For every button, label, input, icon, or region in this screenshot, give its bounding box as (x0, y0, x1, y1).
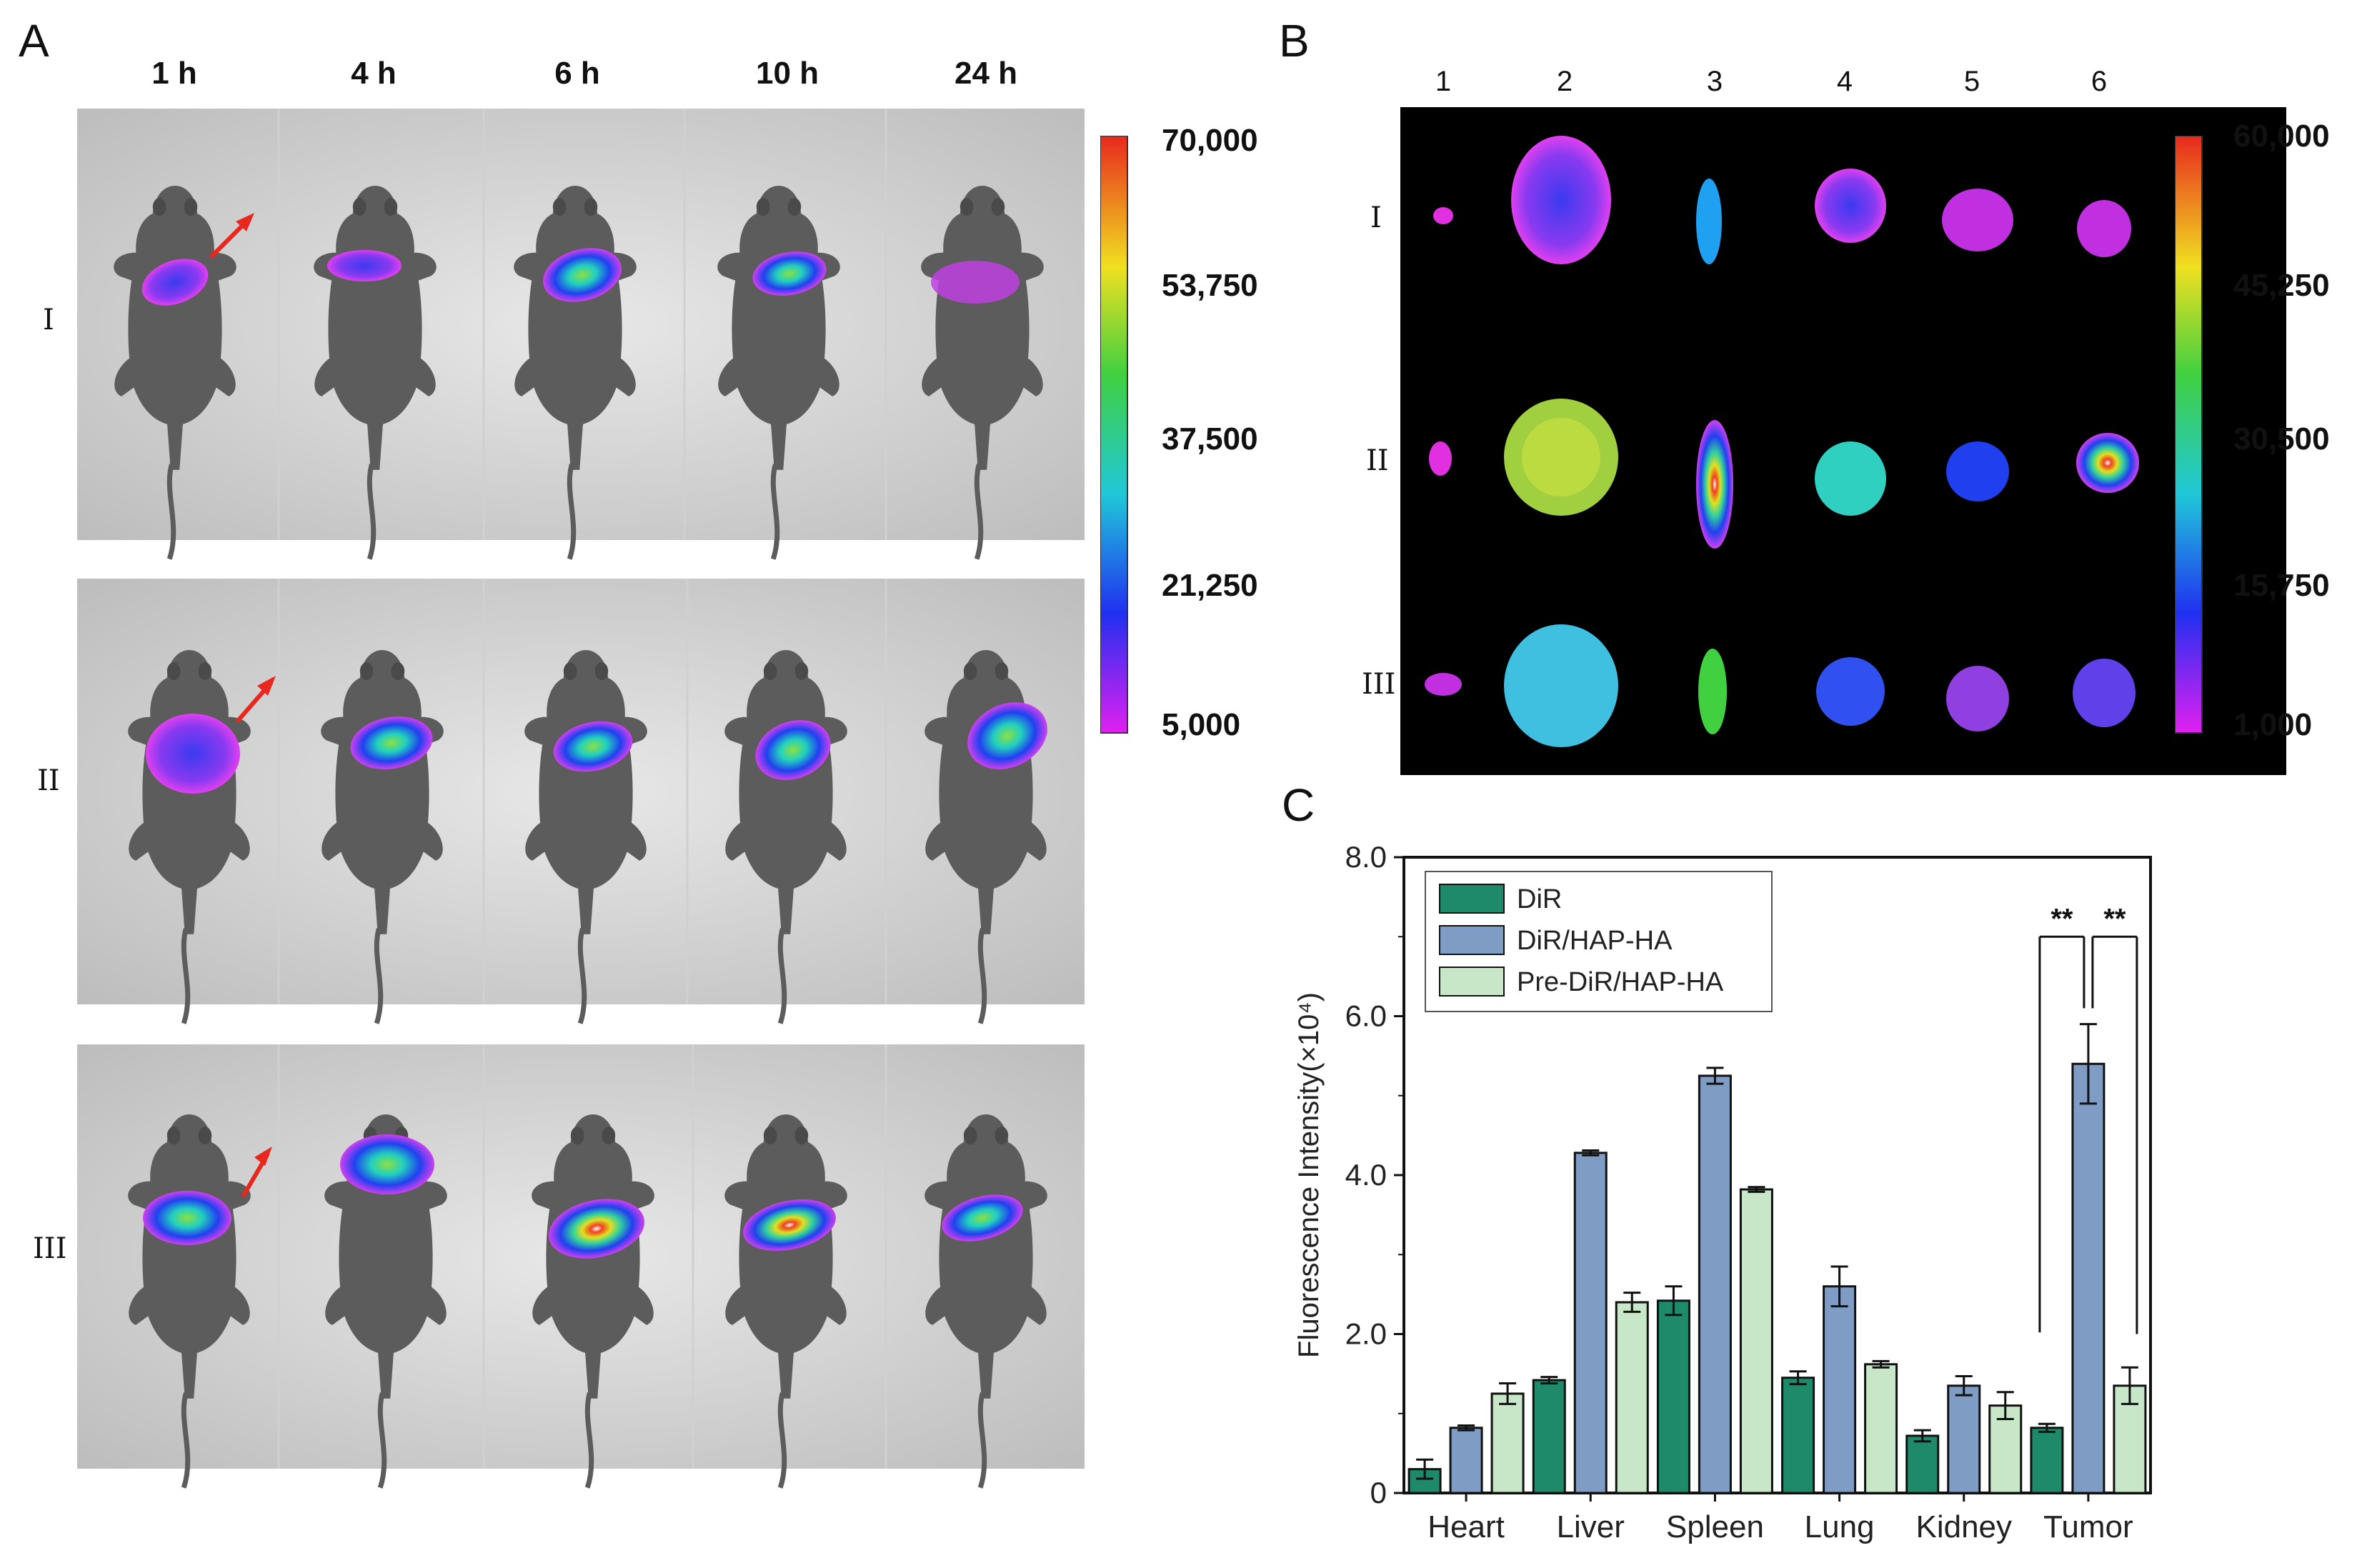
bar-dir-spleen (1656, 1299, 1690, 1494)
legend-label: Pre-DiR/HAP-HA (1517, 967, 1724, 997)
bar-dir-hap-ha-liver (1573, 1152, 1608, 1494)
organ-number-6: 6 (2091, 66, 2108, 97)
y-tick-label: 2.0 (1345, 1317, 1387, 1351)
colorbar-b-tick-4: 1,000 (2233, 707, 2313, 742)
x-tick-label: Kidney (1915, 1509, 2012, 1544)
colorbar-a-tick-3: 21,250 (1162, 568, 1258, 603)
legend-swatch (1439, 884, 1505, 914)
legend-label: DiR/HAP-HA (1517, 926, 1673, 956)
time-label-4h: 4 h (351, 56, 397, 91)
panel-a-row-label-ii: II (37, 764, 60, 797)
organ-number-2: 2 (1556, 66, 1573, 97)
panel-b-row-label-i: I (1370, 201, 1382, 234)
colorbar-a (1100, 136, 1128, 734)
bar-pre-dir-hap-ha-liver (1615, 1301, 1649, 1494)
bar-dir-hap-ha-heart (1449, 1427, 1483, 1494)
colorbar-a-tick-2: 37,500 (1162, 421, 1258, 456)
x-tick-label: Liver (1557, 1509, 1625, 1544)
colorbar-a-tick-1: 53,750 (1162, 268, 1258, 303)
panel-a-row-label-iii: III (33, 1232, 67, 1265)
colorbar-b (2175, 136, 2203, 734)
bar-dir-hap-ha-lung (1823, 1285, 1857, 1494)
row-iii-images (77, 1044, 1085, 1488)
legend-swatch (1439, 925, 1505, 955)
bar-pre-dir-hap-ha-spleen (1739, 1188, 1773, 1494)
bar-dir-liver (1532, 1379, 1566, 1494)
organ-number-4: 4 (1836, 66, 1853, 97)
bar-dir-lung (1781, 1377, 1815, 1494)
colorbar-b-tick-3: 15,750 (2233, 568, 2330, 603)
mouse-imaging-grid (77, 109, 1085, 1500)
legend-label: DiR (1517, 884, 1562, 914)
colorbar-b-tick-2: 30,500 (2233, 421, 2330, 456)
panel-a-row-label-i: I (43, 304, 54, 336)
row-i-images (77, 109, 1085, 559)
bar-chart: 0 2.0 4.0 6.0 8.0 Fluorescence Intensity(×10⁴… (1293, 840, 2152, 1544)
x-tick-label: Lung (1805, 1509, 1875, 1544)
bar-dir-hap-ha-tumor (2071, 1062, 2106, 1494)
panel-c-label: C (1282, 779, 1315, 831)
y-axis-label: Fluorescence Intensity(×10⁴) (1293, 992, 1325, 1358)
x-tick-label: Heart (1427, 1509, 1505, 1544)
bar-dir-tumor (2030, 1427, 2064, 1494)
bar-dir-hap-ha-kidney (1947, 1384, 1981, 1494)
y-tick-label: 0 (1370, 1476, 1387, 1509)
panel-b-label: B (1279, 15, 1310, 66)
colorbar-b-tick-1: 45,250 (2233, 268, 2330, 303)
x-tick-label: Spleen (1666, 1509, 1764, 1544)
y-tick-label: 4.0 (1345, 1158, 1387, 1192)
row-ii-images (77, 579, 1085, 1024)
bar-dir-kidney (1905, 1434, 1940, 1494)
colorbar-b-tick-0: 60,000 (2233, 119, 2330, 154)
bar-pre-dir-hap-ha-lung (1864, 1363, 1898, 1494)
organ-number-5: 5 (1963, 66, 1980, 97)
bar-pre-dir-hap-ha-heart (1490, 1392, 1525, 1494)
panel-b-row-label-ii: II (1366, 444, 1389, 477)
significance-mark: ** (2050, 903, 2073, 934)
panel-a-label: A (19, 15, 49, 66)
y-tick-label: 6.0 (1345, 999, 1387, 1033)
panel-b-row-label-iii: III (1362, 668, 1396, 701)
time-label-10h: 10 h (755, 56, 819, 91)
colorbar-a-tick-0: 70,000 (1162, 123, 1258, 158)
colorbar-a-tick-4: 5,000 (1162, 707, 1241, 742)
x-tick-label: Tumor (2043, 1509, 2133, 1544)
significance-mark: ** (2103, 903, 2126, 934)
time-label-6h: 6 h (554, 56, 600, 91)
y-tick-label: 8.0 (1345, 840, 1387, 874)
bar-dir-hap-ha-spleen (1698, 1074, 1732, 1494)
organ-number-1: 1 (1435, 66, 1452, 97)
time-label-24h: 24 h (954, 56, 1018, 91)
time-label-1h: 1 h (151, 56, 197, 91)
ex-vivo-organ-image (1400, 107, 2286, 775)
organ-number-3: 3 (1706, 66, 1723, 97)
legend-swatch (1439, 967, 1505, 997)
